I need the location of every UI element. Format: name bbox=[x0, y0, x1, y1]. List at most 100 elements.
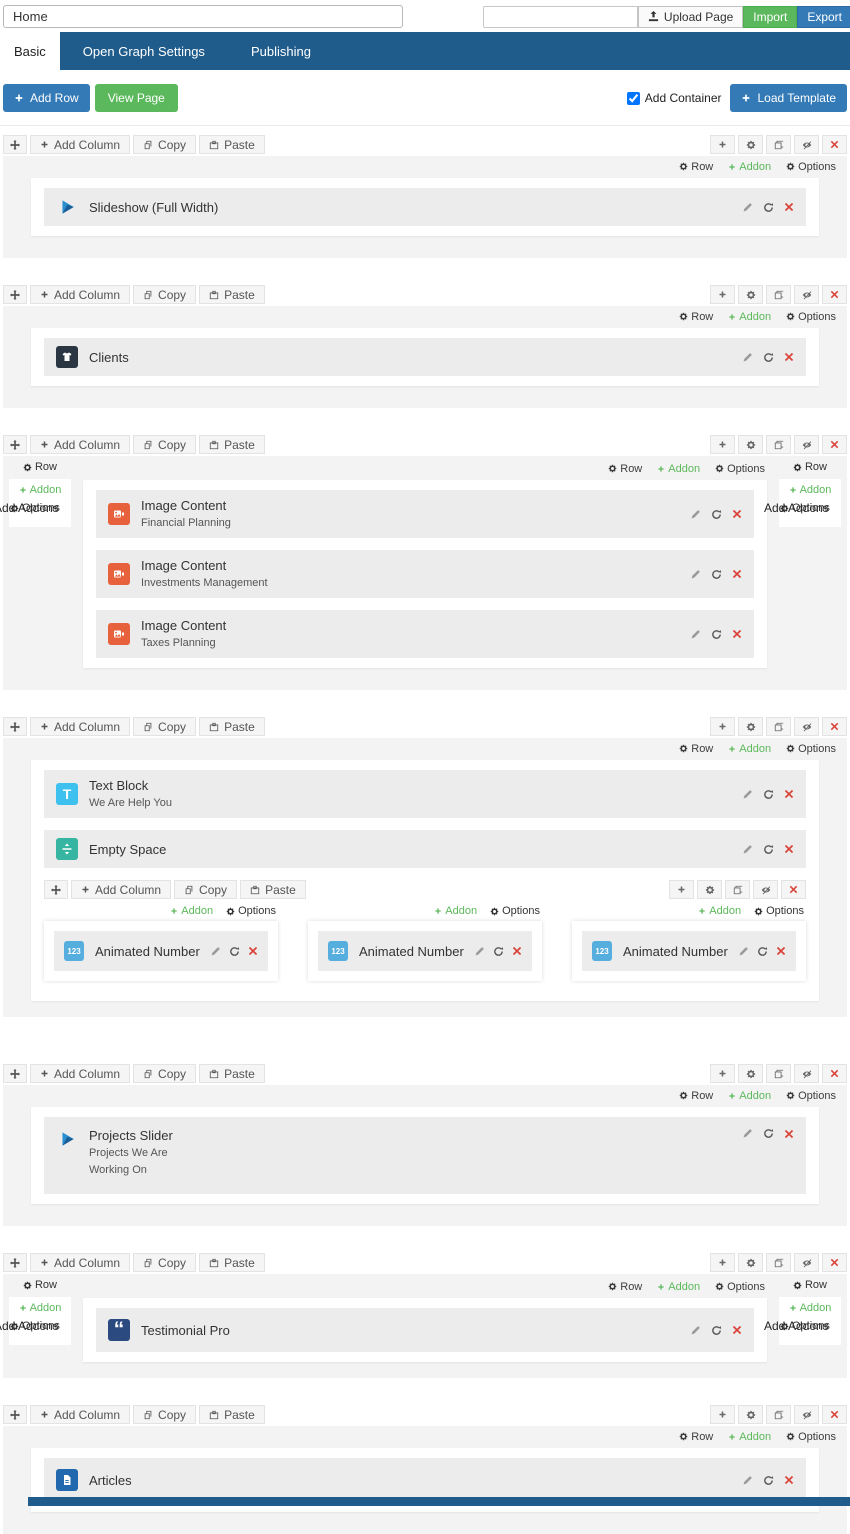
toggle-visibility-button[interactable] bbox=[794, 135, 819, 154]
refresh-widget-button[interactable] bbox=[711, 629, 722, 640]
add-addons-placeholder[interactable]: Add Addons bbox=[764, 501, 829, 515]
row-settings-link[interactable]: Row bbox=[9, 460, 71, 473]
delete-row-button[interactable] bbox=[822, 1405, 847, 1424]
refresh-widget-button[interactable] bbox=[757, 946, 768, 957]
add-column-button[interactable]: Add Column bbox=[30, 1253, 131, 1272]
refresh-widget-button[interactable] bbox=[763, 352, 774, 363]
edit-widget-button[interactable] bbox=[742, 1475, 753, 1486]
options-link[interactable]: Options bbox=[786, 311, 836, 323]
delete-widget-button[interactable] bbox=[776, 946, 786, 956]
add-addon-link[interactable]: Addon bbox=[698, 905, 741, 917]
edit-widget-button[interactable] bbox=[690, 1325, 701, 1336]
options-link[interactable]: Options bbox=[786, 1090, 836, 1102]
row-settings-link[interactable]: Row bbox=[608, 463, 642, 475]
tab-open-graph-settings[interactable]: Open Graph Settings bbox=[60, 32, 228, 70]
add-addon-link[interactable]: Addon bbox=[170, 905, 213, 917]
paste-row-button[interactable]: Paste bbox=[240, 880, 306, 899]
refresh-widget-button[interactable] bbox=[229, 946, 240, 957]
delete-row-button[interactable] bbox=[822, 717, 847, 736]
add-addon-link[interactable]: Addon bbox=[434, 905, 477, 917]
add-widget-button[interactable] bbox=[710, 285, 735, 304]
delete-widget-button[interactable] bbox=[512, 946, 522, 956]
copy-row-button[interactable]: Copy bbox=[133, 1064, 197, 1083]
duplicate-row-button[interactable] bbox=[766, 1064, 791, 1083]
add-widget-button[interactable] bbox=[710, 435, 735, 454]
add-widget-button[interactable] bbox=[710, 135, 735, 154]
add-addon-link[interactable]: Addon bbox=[9, 1302, 71, 1314]
edit-widget-button[interactable] bbox=[690, 509, 701, 520]
load-template-button[interactable]: Load Template bbox=[730, 84, 847, 112]
row-settings-button[interactable] bbox=[697, 880, 722, 899]
edit-widget-button[interactable] bbox=[738, 946, 749, 957]
duplicate-row-button[interactable] bbox=[766, 435, 791, 454]
add-addon-link[interactable]: Addon bbox=[728, 161, 771, 173]
add-addon-link[interactable]: Addon bbox=[728, 1431, 771, 1443]
toggle-visibility-button[interactable] bbox=[794, 435, 819, 454]
row-settings-button[interactable] bbox=[738, 1253, 763, 1272]
edit-widget-button[interactable] bbox=[474, 946, 485, 957]
page-title-input[interactable] bbox=[3, 5, 403, 28]
delete-widget-button[interactable] bbox=[784, 789, 794, 799]
delete-row-button[interactable] bbox=[822, 1253, 847, 1272]
upload-page-button[interactable]: Upload Page bbox=[637, 5, 744, 28]
edit-widget-button[interactable] bbox=[742, 1128, 753, 1139]
copy-row-button[interactable]: Copy bbox=[133, 435, 197, 454]
edit-widget-button[interactable] bbox=[210, 946, 221, 957]
options-link[interactable]: Options bbox=[10, 502, 60, 514]
row-settings-button[interactable] bbox=[738, 1064, 763, 1083]
options-link[interactable]: Options bbox=[715, 1281, 765, 1293]
add-widget-button[interactable] bbox=[710, 1064, 735, 1083]
widget-projects-slider[interactable]: Projects Slider Projects We Are Working … bbox=[44, 1117, 806, 1194]
tab-basic[interactable]: Basic bbox=[0, 32, 60, 70]
options-link[interactable]: Options bbox=[490, 905, 540, 917]
row-settings-link[interactable]: Row bbox=[679, 1090, 713, 1102]
add-container-checkbox[interactable] bbox=[626, 91, 640, 105]
edit-widget-button[interactable] bbox=[742, 789, 753, 800]
duplicate-row-button[interactable] bbox=[766, 285, 791, 304]
row-settings-button[interactable] bbox=[738, 285, 763, 304]
duplicate-row-button[interactable] bbox=[766, 1253, 791, 1272]
copy-row-button[interactable]: Copy bbox=[133, 285, 197, 304]
copy-row-button[interactable]: Copy bbox=[133, 135, 197, 154]
paste-row-button[interactable]: Paste bbox=[199, 717, 265, 736]
options-link[interactable]: Options bbox=[754, 905, 804, 917]
row-settings-button[interactable] bbox=[738, 435, 763, 454]
row-settings-link[interactable]: Row bbox=[679, 1431, 713, 1443]
add-column-button[interactable]: Add Column bbox=[30, 135, 131, 154]
refresh-widget-button[interactable] bbox=[763, 202, 774, 213]
widget-animated-number[interactable]: 123 Animated Number bbox=[318, 931, 532, 971]
add-addon-link[interactable]: Addon bbox=[728, 311, 771, 323]
delete-widget-button[interactable] bbox=[248, 946, 258, 956]
add-column-button[interactable]: Add Column bbox=[30, 1405, 131, 1424]
edit-widget-button[interactable] bbox=[690, 629, 701, 640]
copy-row-button[interactable]: Copy bbox=[174, 880, 238, 899]
edit-widget-button[interactable] bbox=[742, 202, 753, 213]
refresh-widget-button[interactable] bbox=[763, 844, 774, 855]
row-settings-button[interactable] bbox=[738, 1405, 763, 1424]
options-link[interactable]: Options bbox=[786, 161, 836, 173]
row-settings-link[interactable]: Row bbox=[9, 1278, 71, 1291]
delete-widget-button[interactable] bbox=[732, 509, 742, 519]
row-settings-link[interactable]: Row bbox=[779, 1278, 841, 1291]
add-row-button[interactable]: Add Row bbox=[3, 84, 90, 112]
row-settings-link[interactable]: Row bbox=[679, 743, 713, 755]
move-row-handle[interactable] bbox=[3, 717, 27, 736]
paste-row-button[interactable]: Paste bbox=[199, 435, 265, 454]
move-row-handle[interactable] bbox=[3, 135, 27, 154]
view-page-button[interactable]: View Page bbox=[94, 84, 178, 112]
toggle-visibility-button[interactable] bbox=[753, 880, 778, 899]
row-settings-link[interactable]: Row bbox=[779, 460, 841, 473]
refresh-widget-button[interactable] bbox=[711, 1325, 722, 1336]
options-link[interactable]: Options bbox=[780, 502, 830, 514]
delete-widget-button[interactable] bbox=[784, 1475, 794, 1485]
export-button[interactable]: Export bbox=[797, 5, 850, 28]
add-addon-link[interactable]: Addon bbox=[779, 484, 841, 496]
widget-empty-space[interactable]: Empty Space bbox=[44, 830, 806, 868]
paste-row-button[interactable]: Paste bbox=[199, 135, 265, 154]
edit-widget-button[interactable] bbox=[742, 352, 753, 363]
toggle-visibility-button[interactable] bbox=[794, 285, 819, 304]
edit-widget-button[interactable] bbox=[690, 569, 701, 580]
add-widget-button[interactable] bbox=[710, 1253, 735, 1272]
row-settings-button[interactable] bbox=[738, 717, 763, 736]
add-column-button[interactable]: Add Column bbox=[30, 717, 131, 736]
